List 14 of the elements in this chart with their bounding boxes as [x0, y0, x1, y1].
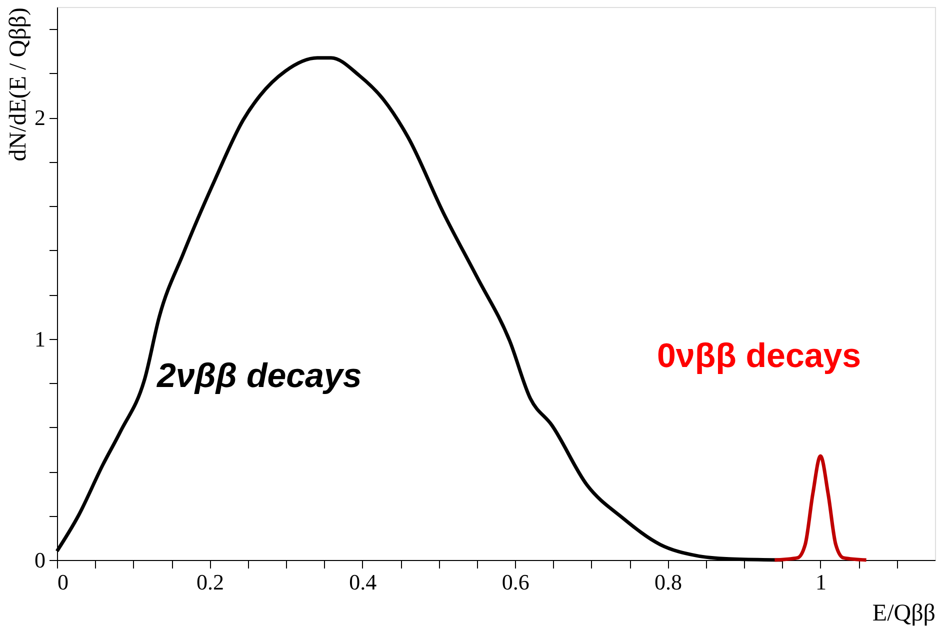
x-tick-label: 0: [58, 570, 68, 594]
x-axis-title: E/Qββ: [872, 600, 936, 626]
line-series: [772, 454, 868, 562]
y-axis-title: dN/dE(E / Qββ): [6, 8, 32, 162]
y-tick-label: 0: [34, 548, 46, 572]
x-tick-label: 0.8: [654, 570, 682, 594]
x-tick-label: 1: [815, 570, 826, 594]
y-tick-label: 2: [34, 105, 46, 130]
x-tick-label: 0.6: [502, 570, 530, 594]
x-tick-label: 0.2: [196, 570, 224, 594]
series-label: 2νββ decays: [156, 357, 362, 395]
y-tick-label: 1: [34, 326, 46, 352]
text: 0νββ decays: [657, 337, 862, 375]
x-tick-label: 0.4: [349, 570, 377, 594]
